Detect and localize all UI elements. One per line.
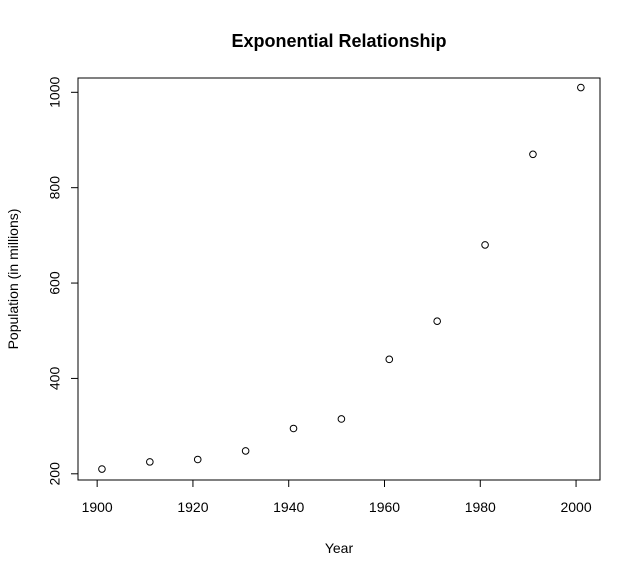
x-axis-ticks: 1900 1920 1940 1960 1980 2000: [82, 480, 592, 515]
data-point: [241, 447, 250, 455]
x-tick-label: 1900: [82, 499, 113, 515]
data-point: [385, 355, 394, 364]
data-point: [98, 465, 106, 473]
y-axis-ticks: 200 400 600 800 1000: [47, 77, 78, 486]
data-point: [529, 150, 537, 159]
data-point: [337, 415, 346, 423]
y-axis-label: Population (in millions): [5, 209, 21, 350]
data-point: [433, 317, 441, 326]
y-tick-label: 200: [47, 462, 63, 486]
data-point: [481, 241, 489, 249]
y-tick-label: 600: [47, 271, 63, 295]
y-tick-label: 400: [47, 367, 63, 391]
data-point: [146, 458, 154, 466]
data-point: [289, 424, 298, 433]
y-tick-label: 1000: [47, 77, 63, 108]
x-tick-label: 2000: [560, 499, 591, 515]
x-tick-label: 1920: [177, 499, 208, 515]
data-points: [98, 83, 585, 473]
data-point: [193, 455, 202, 464]
chart-title: Exponential Relationship: [231, 31, 446, 51]
x-tick-label: 1980: [465, 499, 496, 515]
x-axis-label: Year: [325, 540, 354, 556]
x-tick-label: 1940: [273, 499, 304, 515]
data-point: [577, 83, 585, 92]
y-tick-label: 800: [47, 176, 63, 200]
x-tick-label: 1960: [369, 499, 400, 515]
